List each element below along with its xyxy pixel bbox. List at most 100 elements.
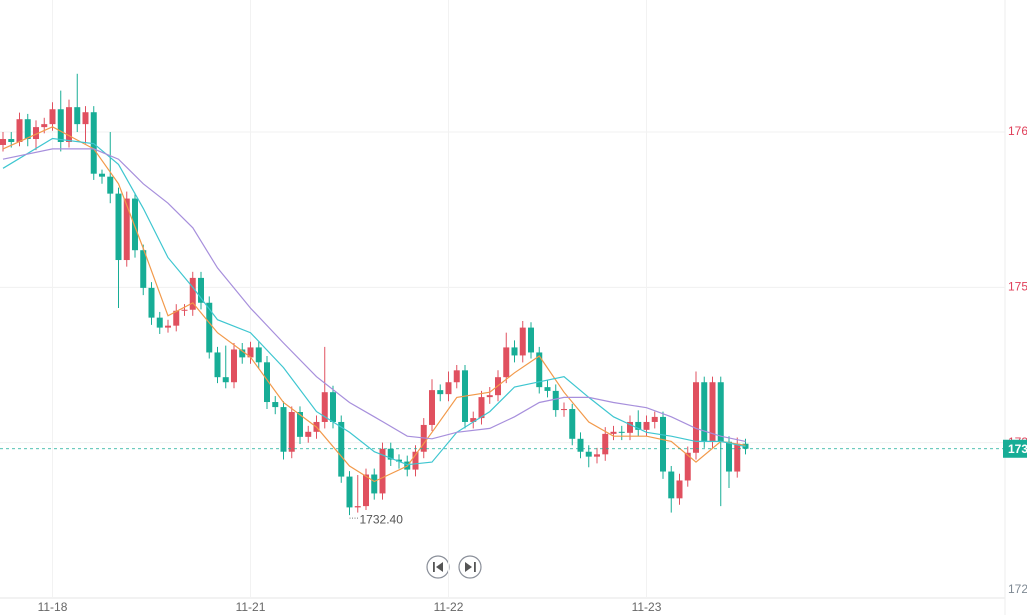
candle-body: [528, 327, 534, 353]
candle-body: [132, 198, 138, 251]
candle-body: [519, 327, 526, 356]
candle-body: [371, 474, 378, 494]
candle-body: [387, 448, 394, 460]
candle-body: [247, 347, 254, 358]
candle-body: [181, 309, 188, 311]
candle-body: [668, 471, 675, 499]
candle-body: [594, 454, 600, 457]
y-tick-label: 1726.00: [1008, 582, 1027, 596]
candle-body: [148, 287, 155, 318]
candle-body: [635, 421, 642, 430]
candle-body: [255, 347, 262, 363]
candle-body: [156, 317, 163, 328]
next-icon-arrow: [465, 562, 472, 572]
candle-body: [66, 107, 72, 142]
x-tick-label: 11-21: [236, 600, 266, 614]
candle-body: [214, 352, 221, 378]
candle-body: [90, 112, 97, 174]
candle-body: [676, 480, 683, 499]
x-tick-label: 11-22: [434, 600, 464, 614]
candle-body: [536, 352, 543, 388]
y-tick-label: 1750.00: [1008, 280, 1027, 294]
candle-body: [511, 347, 518, 356]
candle-body: [115, 193, 122, 261]
candle-body: [627, 421, 633, 433]
candle-body: [74, 107, 81, 125]
candle-body: [684, 452, 691, 481]
candle-body: [272, 402, 279, 408]
candle-body: [173, 310, 180, 326]
candle-body: [231, 349, 237, 383]
candle-body: [660, 416, 666, 472]
candle-body: [429, 390, 435, 425]
moving-average-line: [2, 148, 746, 442]
candle-body: [569, 409, 576, 439]
low-label: 1732.40: [360, 512, 404, 526]
candle-body: [330, 392, 336, 422]
candle-body: [701, 382, 708, 442]
candle-body: [354, 506, 361, 508]
moving-average-line: [2, 137, 746, 466]
candle-body: [206, 302, 213, 353]
candle-body: [709, 382, 716, 442]
candle-body: [99, 173, 105, 177]
candle-body: [577, 438, 584, 452]
candle-body: [321, 392, 328, 422]
moving-average-line: [2, 126, 746, 483]
last-price-label: 1737.53: [1008, 442, 1027, 456]
candle-body: [585, 451, 592, 457]
candle-body: [651, 416, 658, 422]
prev-icon-arrow: [436, 562, 443, 572]
candle-body: [552, 390, 559, 411]
candle-body: [610, 431, 617, 434]
candle-body: [453, 370, 460, 383]
prev-button[interactable]: [426, 555, 450, 579]
candle-body: [445, 382, 452, 395]
prev-icon-bar: [433, 562, 435, 572]
candle-body: [305, 431, 312, 437]
candle-body: [239, 349, 246, 358]
last-price-tag: [1003, 439, 1027, 458]
candle-body: [297, 411, 303, 437]
candle-body: [140, 250, 147, 288]
next-button[interactable]: [458, 555, 482, 579]
candle-body: [379, 448, 386, 494]
y-tick-label: 1762.00: [1008, 124, 1027, 138]
candle-body: [264, 362, 270, 403]
candle-body: [107, 176, 114, 194]
candle-body: [346, 476, 353, 508]
candle-body: [41, 124, 48, 128]
candle-body: [643, 421, 650, 430]
candle-body: [478, 397, 485, 419]
candle-body: [24, 119, 31, 140]
candle-body: [222, 377, 229, 383]
candle-body: [338, 421, 345, 477]
candle-body: [165, 325, 171, 328]
candle-body: [280, 407, 287, 452]
candle-body: [412, 451, 419, 470]
candle-body: [288, 411, 295, 452]
candle-body: [123, 198, 130, 261]
candle-body: [717, 382, 724, 442]
candle-body: [363, 474, 369, 507]
candle-body: [726, 441, 732, 472]
next-icon-bar: [474, 562, 476, 572]
x-tick-label: 11-18: [38, 600, 68, 614]
candle-body: [57, 109, 64, 142]
candle-body: [33, 127, 39, 140]
candle-body: [16, 119, 23, 142]
candle-body: [189, 277, 196, 310]
candle-body: [8, 139, 15, 142]
candle-body: [544, 387, 551, 391]
candle-body: [470, 418, 477, 422]
candle-body: [618, 431, 625, 433]
candle-body: [486, 395, 493, 398]
candle-body: [0, 139, 6, 145]
x-tick-label: 11-23: [632, 600, 662, 614]
candle-body: [503, 347, 510, 378]
candle-body: [437, 390, 444, 395]
candle-body: [82, 112, 89, 125]
candle-body: [49, 109, 56, 125]
